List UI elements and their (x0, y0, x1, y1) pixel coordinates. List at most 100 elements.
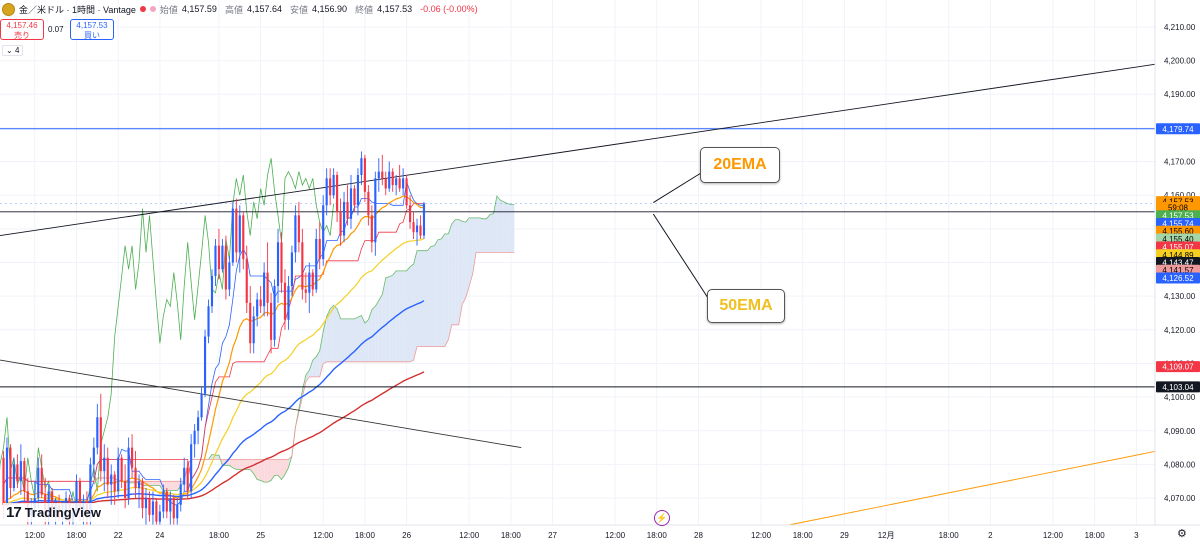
indicator-count: 4 (14, 46, 20, 55)
candle-body (103, 457, 106, 472)
cloud-segment (284, 459, 289, 475)
candle-body (75, 481, 78, 512)
time-axis-tick-label: 12:00 (459, 531, 480, 540)
cloud-segment (455, 219, 459, 325)
cloud-segment (333, 305, 338, 362)
candle-body (96, 417, 99, 448)
sell-button[interactable]: 4,157.46 売り (0, 19, 44, 40)
buy-button[interactable]: 4,157.53 買い (70, 19, 114, 40)
open-value: 4,157.59 (181, 4, 217, 14)
candle-body (169, 498, 172, 512)
cloud-segment (330, 305, 334, 362)
time-axis-tick-label: 18:00 (793, 531, 814, 540)
cloud-segment (389, 275, 393, 362)
callout-ema20: 20EMA (700, 147, 780, 183)
cloud-segment (441, 233, 445, 347)
candle-body (395, 178, 398, 186)
candle-body (203, 336, 207, 394)
gear-icon[interactable]: ⚙ (1177, 528, 1187, 540)
cloud-segment (507, 203, 511, 253)
candle-body (259, 299, 262, 307)
price-axis-tick-label: 4,070.00 (1164, 494, 1196, 503)
price-tag-label: 4,126.52 (1162, 274, 1194, 283)
candle-body (329, 178, 332, 196)
symbol-title[interactable]: 金／米ドル · 1時間 · Vantage (19, 4, 136, 15)
cloud-segment (243, 459, 247, 470)
candle-body (179, 484, 182, 505)
candle-body (318, 238, 321, 260)
price-tag-label: 4,141.57 (1162, 266, 1194, 275)
candle-body (78, 481, 82, 512)
cloud-segment (465, 217, 470, 298)
spread-value: 0.07 (48, 25, 64, 34)
candle-body (422, 203, 426, 236)
price-tag-bg (1156, 361, 1200, 373)
candle-body (19, 461, 22, 482)
cloud-segment (451, 219, 456, 325)
candle-body (120, 457, 123, 482)
close-label: 終値 (355, 4, 374, 15)
candle-body (356, 175, 360, 206)
cloud-segment (274, 459, 279, 476)
market-dot-icon (149, 6, 156, 12)
candle-body (415, 225, 419, 233)
time-axis-tick-label: 12:00 (25, 531, 46, 540)
candle-body (16, 464, 19, 482)
candle-body (106, 457, 109, 485)
ema200-line (3, 371, 425, 506)
candle-body (294, 215, 297, 253)
time-axis-tick-label: 18:00 (209, 531, 230, 540)
candle-body (273, 286, 276, 340)
candle-body (200, 393, 203, 418)
cloud-segment (476, 217, 480, 253)
candle-body (5, 447, 9, 505)
candle-body (127, 447, 130, 499)
open-label: 始値 (159, 4, 178, 15)
cloud-segment (423, 250, 428, 347)
cloud-segment (472, 217, 477, 275)
price-tag-label: 4,157.53 (1162, 212, 1194, 221)
cloud-segment (437, 238, 442, 347)
price-tag-label: 4,155.07 (1162, 243, 1194, 252)
candle-body (117, 457, 120, 492)
candle-body (134, 467, 137, 488)
tradingview-logo-text: TradingView (24, 505, 102, 520)
cloud-segment (215, 455, 219, 460)
cloud-segment (281, 459, 285, 480)
indicators-toggle-button[interactable]: ⌄ 4 (2, 45, 24, 56)
candle-body (377, 171, 380, 179)
kijun-line (3, 203, 424, 485)
low-label: 安値 (290, 4, 309, 15)
callout-ema20-pointer (653, 172, 702, 204)
time-axis-tick-label: 27 (548, 531, 557, 540)
time-axis-tick-label: 29 (840, 531, 849, 540)
cloud-segment (406, 266, 411, 362)
cloud-segment (344, 318, 348, 362)
time-axis-tick-label: 12:00 (605, 531, 626, 540)
event-bolt-icon[interactable]: ⚡ (654, 510, 670, 526)
price-axis-tick-label: 4,190.00 (1164, 90, 1196, 99)
candle-body (89, 464, 92, 519)
candle-body (158, 511, 161, 522)
cloud-segment (163, 481, 167, 492)
time-axis-tick-label: 26 (402, 531, 411, 540)
time-axis-tick-label: 18:00 (355, 531, 376, 540)
time-axis-tick-label: 18:00 (501, 531, 522, 540)
cloud-segment (396, 270, 400, 362)
candle-body (287, 286, 290, 320)
price-tag-label: 4,143.47 (1162, 259, 1194, 268)
price-tag-label: 4,155.60 (1162, 227, 1194, 236)
cloud-segment (483, 218, 487, 253)
candle-body (409, 205, 412, 223)
price-tag-bg (1156, 123, 1200, 135)
candle-body (165, 491, 168, 512)
callout-ema50-pointer (652, 213, 709, 299)
candle-body (9, 447, 12, 488)
candle-body (183, 467, 186, 485)
cloud-segment (271, 459, 275, 481)
candle-body (311, 272, 314, 290)
candle-body (186, 467, 189, 492)
candle-body (342, 201, 346, 236)
